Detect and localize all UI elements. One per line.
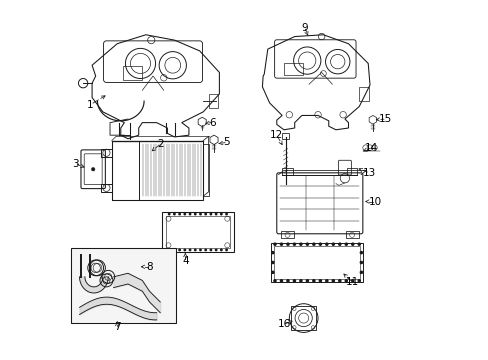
Text: 3: 3	[73, 159, 79, 169]
Circle shape	[351, 243, 353, 245]
Circle shape	[286, 243, 288, 245]
Circle shape	[299, 280, 302, 282]
Circle shape	[189, 213, 190, 215]
Circle shape	[173, 213, 175, 215]
Circle shape	[319, 243, 321, 245]
Bar	[101, 149, 112, 157]
Circle shape	[210, 249, 211, 251]
Bar	[70, 248, 176, 323]
Circle shape	[184, 213, 185, 215]
Circle shape	[280, 280, 282, 282]
Bar	[291, 306, 315, 330]
Circle shape	[204, 213, 206, 215]
Circle shape	[194, 213, 196, 215]
Bar	[284, 63, 302, 75]
Circle shape	[179, 213, 180, 215]
Circle shape	[312, 280, 314, 282]
Text: 8: 8	[146, 262, 152, 272]
Text: 7: 7	[114, 322, 120, 332]
Circle shape	[215, 249, 216, 251]
Circle shape	[293, 280, 295, 282]
Circle shape	[331, 280, 334, 282]
Circle shape	[357, 280, 360, 282]
Circle shape	[338, 243, 340, 245]
Circle shape	[200, 213, 201, 215]
Circle shape	[225, 249, 227, 251]
Circle shape	[173, 249, 175, 251]
Circle shape	[200, 249, 201, 251]
Text: 12: 12	[269, 130, 283, 140]
Text: 11: 11	[345, 277, 358, 287]
Bar	[165, 216, 230, 248]
Circle shape	[312, 243, 314, 245]
Text: 10: 10	[368, 197, 381, 207]
Circle shape	[338, 280, 340, 282]
Circle shape	[184, 249, 185, 251]
Text: 9: 9	[301, 23, 307, 33]
Text: 4: 4	[182, 256, 188, 266]
Bar	[281, 231, 293, 238]
Circle shape	[345, 280, 346, 282]
Circle shape	[271, 271, 273, 273]
Text: 13: 13	[362, 168, 375, 178]
Bar	[274, 246, 359, 279]
Circle shape	[357, 243, 360, 245]
Circle shape	[325, 243, 327, 245]
Circle shape	[271, 261, 273, 264]
Circle shape	[351, 280, 353, 282]
Circle shape	[194, 249, 196, 251]
Text: 15: 15	[378, 114, 391, 124]
Circle shape	[273, 243, 276, 245]
Circle shape	[305, 243, 308, 245]
Text: 14: 14	[365, 143, 378, 153]
Bar	[282, 133, 289, 139]
Bar	[112, 140, 203, 200]
Circle shape	[215, 213, 216, 215]
Circle shape	[168, 249, 169, 251]
Circle shape	[331, 243, 334, 245]
Circle shape	[220, 249, 222, 251]
Circle shape	[319, 280, 321, 282]
Bar	[122, 66, 142, 80]
Bar	[345, 231, 358, 238]
Circle shape	[345, 243, 346, 245]
Circle shape	[168, 213, 169, 215]
Circle shape	[220, 213, 222, 215]
Polygon shape	[80, 277, 108, 293]
Circle shape	[293, 243, 295, 245]
Bar	[346, 168, 357, 175]
Circle shape	[225, 213, 227, 215]
Circle shape	[299, 243, 302, 245]
Bar	[359, 87, 368, 101]
Circle shape	[286, 280, 288, 282]
Circle shape	[360, 252, 362, 254]
Text: 2: 2	[157, 139, 163, 149]
Circle shape	[360, 271, 362, 273]
Bar	[162, 212, 233, 252]
Circle shape	[271, 252, 273, 254]
Bar	[112, 140, 139, 200]
Circle shape	[305, 280, 308, 282]
Text: 5: 5	[223, 138, 229, 147]
Circle shape	[325, 280, 327, 282]
Bar	[271, 243, 362, 282]
Circle shape	[210, 213, 211, 215]
Circle shape	[360, 261, 362, 264]
Bar	[208, 94, 217, 108]
Bar	[203, 144, 208, 196]
Text: 6: 6	[208, 118, 215, 128]
Circle shape	[189, 249, 190, 251]
Circle shape	[273, 280, 276, 282]
Circle shape	[280, 243, 282, 245]
Circle shape	[179, 249, 180, 251]
Text: 16: 16	[277, 319, 290, 329]
Bar	[282, 168, 292, 175]
Circle shape	[91, 167, 95, 171]
Circle shape	[204, 249, 206, 251]
Bar	[101, 184, 112, 192]
Text: 1: 1	[87, 100, 93, 110]
